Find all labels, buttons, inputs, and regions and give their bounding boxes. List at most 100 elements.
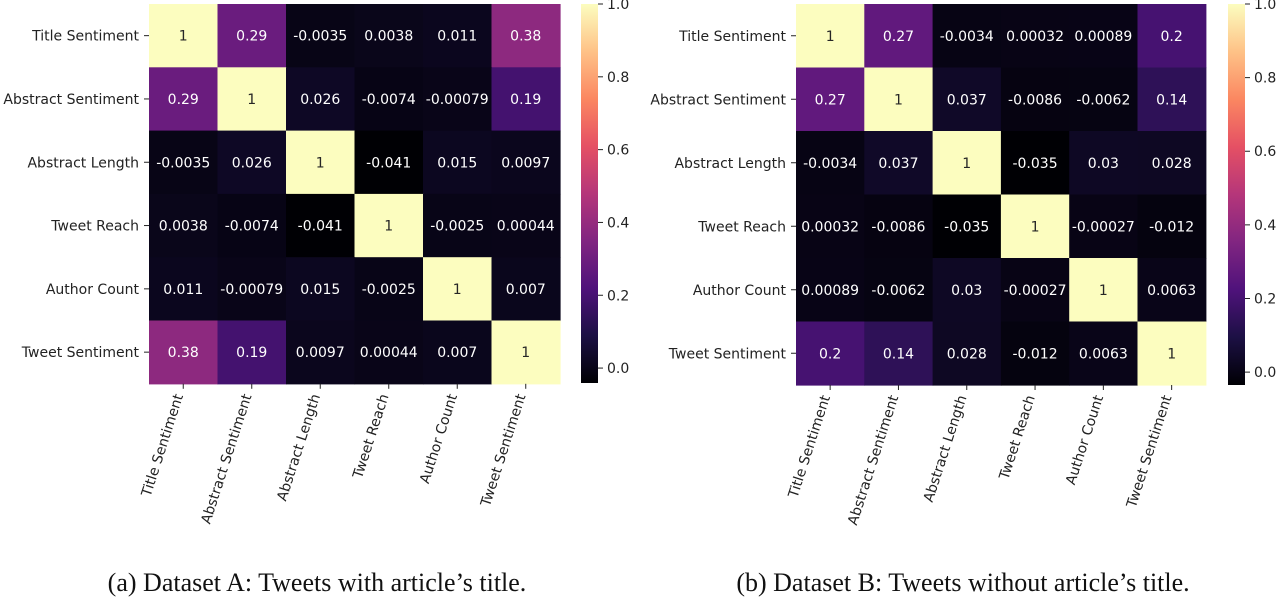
heatmap-cell [354,67,424,132]
heatmap-cell [1069,194,1139,259]
heatmap-cell [1000,67,1070,132]
heatmap-cell [796,321,865,386]
heatmap-cell [217,130,287,195]
heatmap-cell [149,67,219,132]
cell-value-label: 0.03 [951,283,982,299]
cell-value-label: 0.00044 [360,345,418,361]
heatmap-b: 1 0.27 -0.0034 0.00032 0.00089 0.2 0.27 1 0.037 -… [650,0,1276,527]
heatmap-cell [149,320,219,385]
colorbar-tick-label: 0.8 [607,70,629,86]
cell-value-label: -0.0025 [430,219,484,235]
heatmap-cell [1000,4,1070,69]
heatmap-cell [1137,67,1207,132]
cell-value-label: 0.29 [236,29,267,45]
cell-value-label: 0.2 [1161,29,1183,45]
y-tick-label: Author Count [46,282,140,298]
cell-value-label: -0.041 [366,155,411,171]
heatmap-cell [491,130,561,195]
heatmap-cell [1000,194,1070,259]
y-tick-label: Abstract Sentiment [3,92,139,108]
cell-value-label: 1 [1099,283,1108,299]
cell-value-label: 0.037 [947,92,987,108]
caption-b: (b) Dataset B: Tweets without article’s … [736,568,1190,597]
heatmap-cell [423,257,493,322]
x-tick-label: Tweet Sentiment [478,392,530,510]
heatmap-cell [217,193,287,258]
heatmap-cell [796,131,865,196]
cell-value-label: 1 [384,219,393,235]
cell-value-label: 0.0063 [1147,283,1196,299]
y-tick-label: Title Sentiment [31,29,139,45]
heatmap-cell [932,131,1002,196]
cell-value-label: 0.028 [1152,156,1192,172]
cell-value-label: 0.011 [437,29,477,45]
y-tick-label: Abstract Sentiment [650,92,786,108]
cell-value-label: 0.0063 [1079,346,1128,362]
heatmap-cell [423,193,493,258]
cell-value-label: 0.00032 [1006,29,1064,45]
cell-value-label: 1 [316,155,325,171]
x-tick-label: Title Sentiment [785,393,834,501]
cell-value-label: 0.007 [437,345,477,361]
cell-value-label: 0.0097 [501,155,550,171]
cell-value-label: 0.015 [300,282,340,298]
heatmap-cell [354,4,424,68]
heatmap-cell [491,67,561,132]
y-tick-label: Tweet Reach [50,219,139,235]
colorbar-tick-label: 0.6 [607,143,629,159]
heatmap-cell [864,67,934,132]
cell-value-label: -0.00027 [1072,219,1135,235]
y-tick-label: Abstract Length [674,156,786,172]
colorbar-tick-label: 0.0 [1254,365,1276,381]
cell-value-label: 0.19 [510,92,541,108]
heatmap-cell [354,320,424,385]
cell-value-label: -0.00079 [220,282,283,298]
heatmap-cell [423,4,493,68]
cell-value-label: 0.38 [168,345,199,361]
cell-value-label: -0.041 [298,219,343,235]
heatmap-cell [1069,4,1139,69]
colorbar-tick-label: 0.6 [1254,144,1276,160]
heatmap-cell [796,4,865,69]
heatmap-cell [217,4,287,68]
heatmap-cell [932,321,1002,386]
x-tick-label: Abstract Length [921,393,971,504]
heatmap-cell [286,320,356,385]
heatmap-cell [217,257,287,322]
heatmap-cell [423,130,493,195]
cell-value-label: 0.00089 [801,283,859,299]
cell-value-label: -0.0074 [362,92,416,108]
colorbar-tick-label: 0.2 [607,288,629,304]
cell-value-label: 0.026 [300,92,340,108]
cell-value-label: 1 [894,92,903,108]
colorbar-tick-label: 0.4 [607,215,629,231]
cell-value-label: -0.012 [1012,346,1057,362]
cell-value-label: 1 [1167,346,1176,362]
cell-value-label: 0.0038 [364,29,413,45]
cell-value-label: 0.27 [815,92,846,108]
cell-value-label: 1 [521,345,530,361]
heatmap-cell [286,193,356,258]
cell-value-label: 0.00044 [497,219,555,235]
colorbar [581,4,598,383]
x-tick-label: Tweet Reach [350,392,393,481]
cell-value-label: 1 [247,92,256,108]
heatmap-cell [932,194,1002,259]
heatmap-cell [491,257,561,322]
heatmap-cell [864,321,934,386]
cell-value-label: 1 [453,282,462,298]
cell-value-label: 0.2 [819,346,841,362]
heatmap-cell [217,67,287,132]
heatmap-cell [932,67,1002,132]
x-tick-label: Abstract Sentiment [198,392,255,526]
heatmap-cell [796,258,865,323]
heatmap-cell [423,67,493,132]
cell-value-label: 0.0038 [159,219,208,235]
cell-value-label: 0.38 [510,29,541,45]
heatmap-cell [1137,321,1207,386]
cell-value-label: 0.27 [883,29,914,45]
x-tick-label: Title Sentiment [139,392,188,500]
cell-value-label: 0.29 [168,92,199,108]
heatmap-cell [932,258,1002,323]
